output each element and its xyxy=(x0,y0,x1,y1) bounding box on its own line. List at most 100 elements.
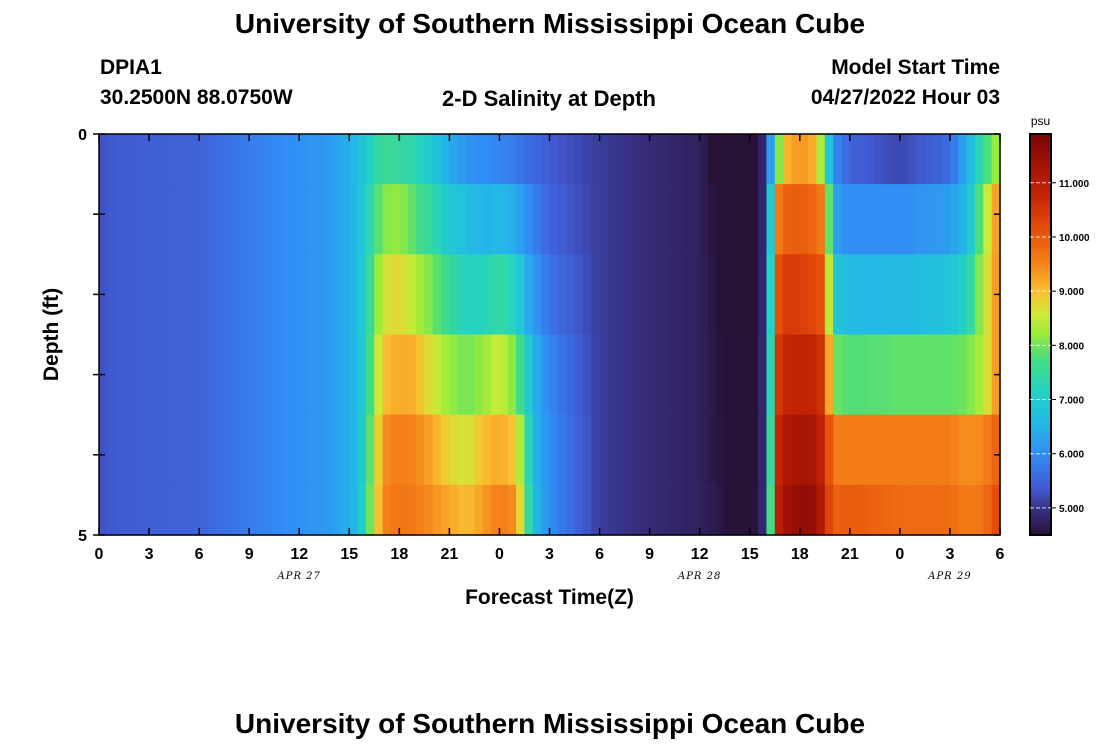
colorbar-segment xyxy=(1030,394,1051,399)
heatmap-cell xyxy=(949,254,959,336)
heatmap-cell xyxy=(124,414,133,486)
heatmap-cell xyxy=(307,334,317,416)
heatmap-cell xyxy=(541,334,551,416)
heatmap-cell xyxy=(841,414,851,486)
heatmap-cell xyxy=(566,484,576,536)
heatmap-cell xyxy=(758,184,767,255)
heatmap-cell xyxy=(215,414,225,486)
heatmap-cell xyxy=(399,134,409,185)
heatmap-cell xyxy=(591,334,601,416)
heatmap-cell xyxy=(557,484,567,536)
colorbar-segment xyxy=(1030,220,1051,225)
heatmap-cell xyxy=(549,484,559,536)
heatmap-cell xyxy=(916,334,926,416)
heatmap-cell xyxy=(624,414,634,486)
heatmap-cell xyxy=(766,134,776,185)
heatmap-cell xyxy=(741,334,751,416)
heatmap-cell xyxy=(974,484,984,536)
heatmap-cell xyxy=(808,254,818,336)
heatmap-cell xyxy=(824,134,834,185)
heatmap-cell xyxy=(232,184,242,255)
heatmap-cell xyxy=(632,334,642,416)
heatmap-cell xyxy=(482,484,492,536)
heatmap-cell xyxy=(899,414,909,486)
colorbar-segment xyxy=(1030,291,1051,295)
heatmap-cell xyxy=(340,414,350,486)
colorbar-segment xyxy=(1030,284,1051,289)
y-tick-label: 0 xyxy=(78,127,87,144)
heatmap-cell xyxy=(783,134,793,185)
heatmap-cell xyxy=(941,414,951,486)
colorbar-segment xyxy=(1030,528,1051,533)
heatmap-cell xyxy=(199,254,209,336)
heatmap-cell xyxy=(399,334,409,416)
heatmap-cell xyxy=(607,254,617,336)
colorbar-segment xyxy=(1030,134,1051,138)
heatmap-cell xyxy=(424,184,434,255)
colorbar-segment xyxy=(1030,531,1051,536)
heatmap-cell xyxy=(657,134,667,185)
colorbar-segment xyxy=(1030,351,1051,356)
heatmap-cell xyxy=(774,334,784,416)
heatmap-cell xyxy=(107,134,117,185)
heatmap-cell xyxy=(849,184,859,255)
heatmap-cell xyxy=(891,184,901,255)
heatmap-cell xyxy=(441,484,450,536)
colorbar-segment xyxy=(1030,311,1051,316)
heatmap-cell xyxy=(365,484,375,536)
heatmap-cell xyxy=(190,414,200,486)
heatmap-cell xyxy=(207,484,217,536)
heatmap-cell xyxy=(249,184,259,255)
heatmap-cell xyxy=(891,334,901,416)
heatmap-cell xyxy=(666,184,676,255)
colorbar-segment xyxy=(1030,484,1051,489)
heatmap-cell xyxy=(240,484,250,536)
colorbar-segment xyxy=(1030,384,1051,389)
colorbar-segment xyxy=(1030,387,1051,392)
heatmap-cell xyxy=(591,254,601,336)
heatmap-cell xyxy=(282,184,292,255)
colorbar-segment xyxy=(1030,478,1051,483)
heatmap-cell xyxy=(949,334,959,416)
heatmap-cell xyxy=(332,484,342,536)
heatmap-cell xyxy=(199,184,209,255)
heatmap-cell xyxy=(199,134,209,185)
heatmap-cell xyxy=(682,414,692,486)
heatmap-cell xyxy=(924,184,934,255)
heatmap-cell xyxy=(574,254,584,336)
x-axis-label: Forecast Time(Z) xyxy=(465,586,634,609)
heatmap-cell xyxy=(390,414,400,486)
heatmap-cell xyxy=(849,254,859,336)
colorbar-segment xyxy=(1030,147,1051,152)
heatmap-cell xyxy=(265,484,275,536)
heatmap-cell xyxy=(224,484,234,536)
heatmap-cell xyxy=(349,134,359,185)
heatmap-cell xyxy=(190,334,200,416)
heatmap-cell xyxy=(157,414,167,486)
colorbar-segment xyxy=(1030,508,1051,513)
heatmap-cell xyxy=(916,484,926,536)
colorbar-unit: psu xyxy=(1031,114,1050,128)
heatmap-cell xyxy=(365,254,375,336)
heatmap-cell xyxy=(132,254,142,336)
page-title: University of Southern Mississippi Ocean… xyxy=(234,8,866,39)
heatmap-cell xyxy=(199,334,209,416)
colorbar-segment xyxy=(1030,461,1051,466)
heatmap-cell xyxy=(182,334,192,416)
heatmap-cell xyxy=(566,254,576,336)
heatmap-cell xyxy=(449,334,459,416)
colorbar-segment xyxy=(1030,174,1051,179)
heatmap-cell xyxy=(624,254,634,336)
heatmap-cell xyxy=(616,414,626,486)
heatmap-cell xyxy=(315,334,325,416)
heatmap-cell xyxy=(924,484,934,536)
heatmap-cell xyxy=(691,414,701,486)
heatmap-cell xyxy=(432,254,442,336)
heatmap-cell xyxy=(290,414,300,486)
heatmap-cell xyxy=(149,254,158,336)
heatmap-cell xyxy=(232,334,242,416)
heatmap-cell xyxy=(866,484,876,536)
heatmap-cell xyxy=(733,254,742,336)
heatmap-cell xyxy=(766,254,776,336)
heatmap-cell xyxy=(474,254,484,336)
